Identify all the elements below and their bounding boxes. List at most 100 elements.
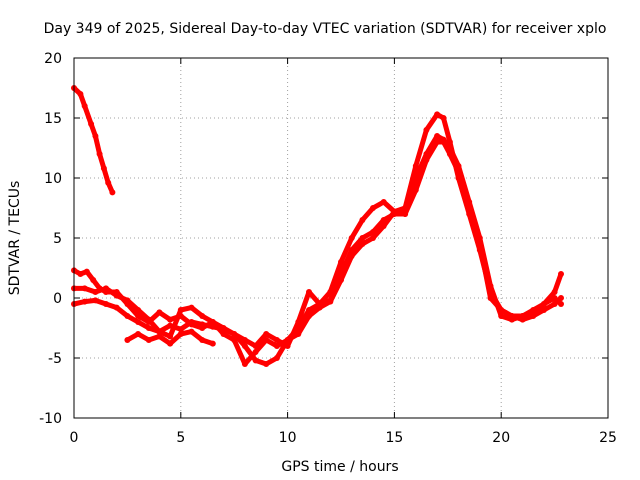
data-point <box>199 321 206 328</box>
y-tick-label: 5 <box>53 231 62 247</box>
data-point <box>316 304 323 311</box>
data-point <box>145 337 152 343</box>
data-point <box>558 295 564 301</box>
data-point <box>412 163 419 169</box>
y-tick-label: 15 <box>44 111 62 127</box>
data-point <box>145 325 152 331</box>
data-point <box>498 307 505 313</box>
x-tick-label: 25 <box>599 430 617 446</box>
data-point <box>167 340 174 347</box>
data-point <box>306 289 312 295</box>
data-point <box>359 235 366 241</box>
data-point <box>423 127 430 133</box>
data-point <box>519 316 526 323</box>
data-point <box>273 337 280 343</box>
y-tick-label: 10 <box>44 171 62 187</box>
data-point <box>100 165 107 172</box>
data-point <box>209 340 216 347</box>
data-point <box>124 297 131 304</box>
x-tick-label: 5 <box>176 430 185 446</box>
data-point <box>81 298 88 305</box>
data-point <box>177 307 184 313</box>
data-point <box>263 337 270 343</box>
data-point <box>156 333 163 340</box>
data-point <box>338 277 344 283</box>
chart-title: Day 349 of 2025, Sidereal Day-to-day VTE… <box>44 21 607 37</box>
data-point <box>434 133 441 139</box>
data-point <box>263 361 270 367</box>
data-point <box>455 169 462 175</box>
data-point <box>113 292 120 299</box>
data-point <box>530 313 537 319</box>
data-point <box>476 241 483 247</box>
data-point <box>487 295 494 301</box>
data-point <box>434 111 441 118</box>
data-point <box>348 235 355 241</box>
data-point <box>348 253 355 259</box>
data-series <box>71 85 564 367</box>
data-point <box>156 309 163 316</box>
data-point <box>188 304 195 311</box>
series-trace-4 <box>71 139 564 367</box>
series-line <box>71 139 564 367</box>
data-point <box>327 298 334 305</box>
data-point <box>440 115 447 121</box>
data-point <box>77 91 84 97</box>
series-trace-5 <box>124 328 216 347</box>
data-point <box>135 331 142 337</box>
data-point <box>77 271 84 277</box>
data-point <box>231 331 238 337</box>
data-point <box>295 331 302 337</box>
data-point <box>551 289 558 295</box>
data-point <box>220 331 227 337</box>
data-point <box>83 268 90 275</box>
data-point <box>199 337 206 343</box>
data-point <box>252 349 259 355</box>
y-tick-labels: -10 -5 0 5 10 15 20 <box>39 51 62 427</box>
x-tick-labels: 0 5 10 15 20 25 <box>70 430 617 446</box>
y-tick-label: 20 <box>44 51 62 67</box>
data-point <box>209 319 216 325</box>
data-point <box>466 205 473 211</box>
data-point <box>306 307 312 313</box>
data-point <box>167 316 174 323</box>
series-trace-3 <box>71 133 564 367</box>
data-point <box>92 133 99 139</box>
data-point <box>498 313 505 319</box>
series-trace-1 <box>71 85 116 196</box>
data-point <box>188 328 195 335</box>
data-point <box>273 343 280 349</box>
data-point <box>440 139 447 145</box>
data-point <box>252 357 259 364</box>
data-point <box>81 285 88 292</box>
data-point <box>423 157 430 163</box>
data-point <box>284 337 291 343</box>
data-point <box>156 328 163 335</box>
data-point <box>124 337 131 343</box>
data-point <box>359 241 366 247</box>
data-point <box>96 151 103 157</box>
data-point <box>188 319 195 325</box>
x-tick-label: 20 <box>492 430 510 446</box>
data-point <box>124 313 131 319</box>
y-tick-label: -10 <box>39 411 62 427</box>
data-point <box>446 151 453 157</box>
data-point <box>402 211 409 217</box>
data-point <box>145 316 152 323</box>
data-point <box>370 205 376 211</box>
data-point <box>177 326 184 333</box>
data-point <box>199 313 206 319</box>
x-tick-label: 10 <box>279 430 297 446</box>
x-tick-label: 15 <box>385 430 403 446</box>
data-point <box>380 223 387 229</box>
data-point <box>90 277 97 283</box>
data-point <box>88 121 95 127</box>
data-point <box>508 313 515 319</box>
data-point <box>359 217 366 223</box>
data-point <box>103 301 109 307</box>
data-point <box>105 179 112 186</box>
data-point <box>135 307 142 313</box>
data-point <box>113 304 120 311</box>
data-point <box>109 189 116 196</box>
